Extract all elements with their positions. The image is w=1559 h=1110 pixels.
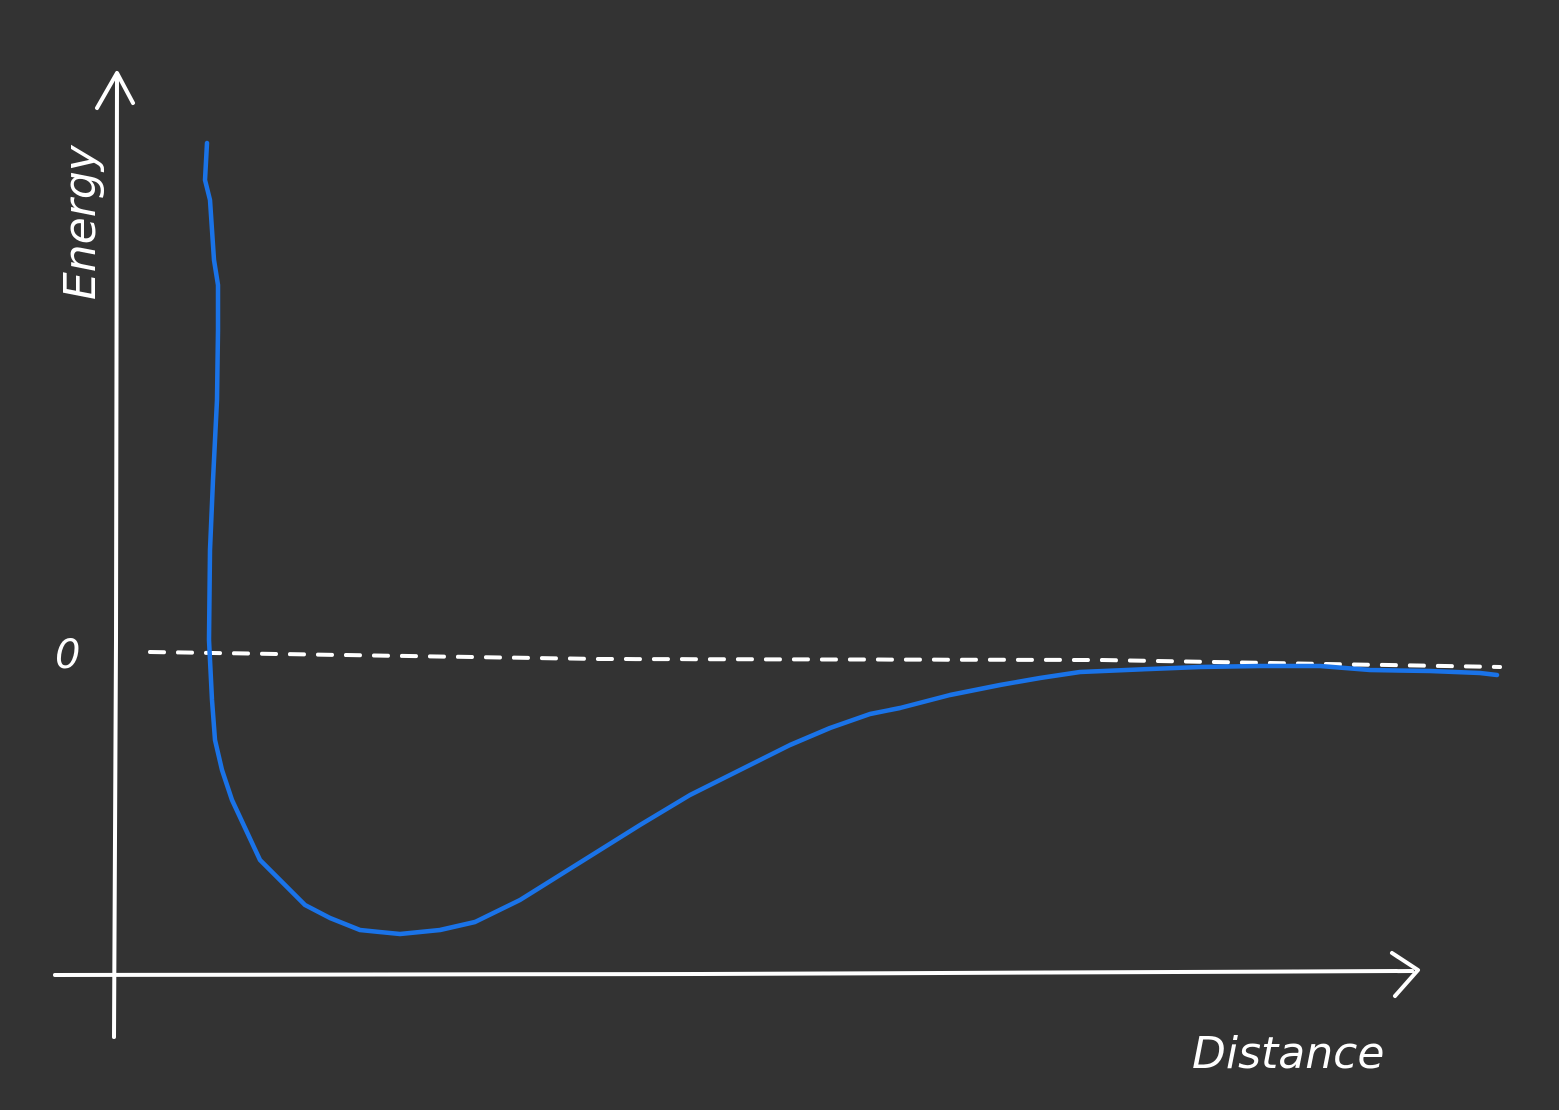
x-axis	[53, 951, 1420, 998]
zero-energy-dashed-line	[148, 650, 1502, 669]
zero-label: 0	[55, 632, 80, 678]
x-axis-line	[53, 969, 1414, 977]
potential-energy-curve	[202, 140, 1500, 937]
y-axis-label: Energy	[55, 144, 106, 300]
x-axis-arrowhead	[1390, 951, 1420, 998]
y-axis	[95, 71, 135, 1039]
y-axis-arrowhead	[95, 71, 135, 110]
x-axis-label: Distance	[1192, 1028, 1384, 1079]
y-axis-line	[112, 73, 119, 1039]
